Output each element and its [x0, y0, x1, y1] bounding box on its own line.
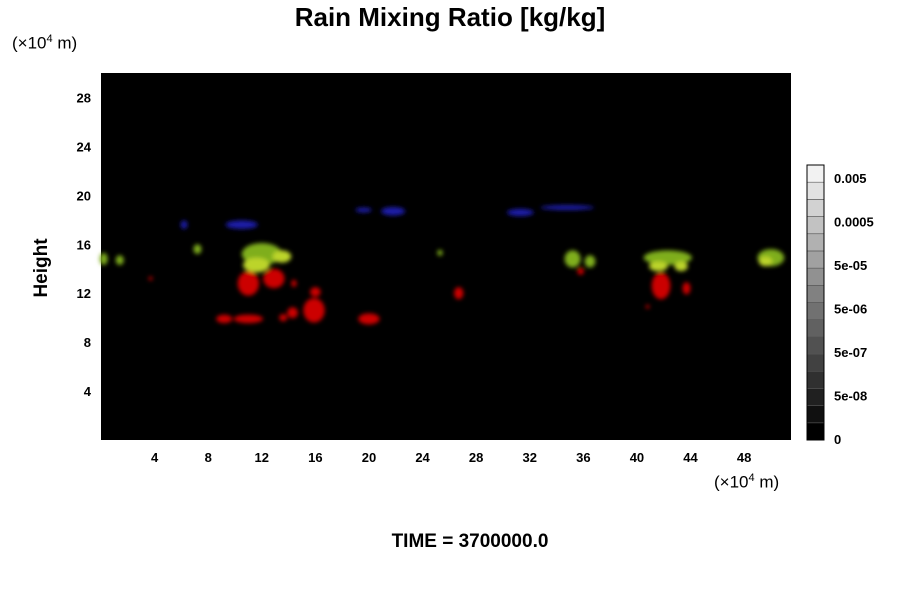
y-tick-label-2: 12	[77, 286, 91, 301]
rain-blob-23	[506, 208, 534, 217]
rain-blob-10	[263, 268, 285, 289]
rain-blob-12	[216, 314, 233, 324]
rain-blob-7	[243, 257, 270, 273]
rain-blob-29	[648, 261, 668, 272]
x-tick-label-4: 20	[362, 450, 376, 465]
x-tick-label-10: 44	[683, 450, 698, 465]
rain-blob-19	[355, 207, 372, 213]
rain-blob-4	[193, 244, 202, 255]
rain-blob-27	[577, 267, 585, 275]
chart-title: Rain Mixing Ratio [kg/kg]	[294, 2, 606, 32]
y-tick-label-3: 16	[77, 237, 91, 252]
x-tick-label-5: 24	[415, 450, 430, 465]
colorbar-label-0: 0.005	[834, 171, 867, 186]
colorbar-label-6: 0	[834, 432, 841, 447]
rain-blob-17	[310, 287, 321, 297]
rain-blob-0	[99, 252, 108, 266]
rain-blob-30	[674, 261, 688, 272]
colorbar-swatch-11	[806, 233, 825, 252]
rain-blob-11	[291, 279, 297, 288]
colorbar-swatch-14	[806, 181, 825, 200]
rain-blob-35	[758, 256, 773, 267]
colorbar-swatch-1	[806, 405, 825, 424]
x-unit-label: (×104 m)	[714, 472, 780, 492]
rain-blob-24	[540, 205, 595, 211]
colorbar-swatch-3	[806, 370, 825, 389]
colorbar-swatch-8	[806, 285, 825, 303]
colorbar-label-3: 5e-06	[834, 302, 867, 317]
time-label: TIME = 3700000.0	[391, 531, 549, 552]
rain-blob-5	[225, 220, 258, 229]
colorbar-label-4: 5e-07	[834, 345, 867, 360]
x-tick-label-0: 4	[151, 450, 159, 465]
rain-blob-8	[272, 250, 292, 263]
rain-blob-32	[682, 282, 691, 295]
rain-blobs	[99, 205, 785, 325]
rain-blob-2	[148, 276, 153, 281]
y-tick-label-5: 24	[77, 139, 92, 154]
rain-blob-16	[303, 298, 325, 323]
rain-blob-18	[358, 313, 380, 325]
rain-blob-25	[564, 250, 581, 268]
x-tick-label-9: 40	[630, 450, 644, 465]
colorbar-label-1: 0.0005	[834, 215, 874, 230]
colorbar-swatch-9	[806, 267, 825, 286]
x-tick-label-8: 36	[576, 450, 590, 465]
rain-blob-33	[645, 304, 650, 309]
colorbar-swatch-6	[806, 319, 825, 338]
rain-blob-13	[233, 314, 264, 324]
colorbar-swatch-2	[806, 388, 825, 406]
x-tick-label-3: 16	[308, 450, 322, 465]
colorbar-label-5: 5e-08	[834, 389, 867, 404]
rain-blob-15	[287, 307, 298, 319]
colorbar-outline	[806, 164, 825, 441]
x-tick-label-11: 48	[737, 450, 751, 465]
colorbar-swatch-15	[806, 164, 825, 183]
colorbar-swatch-13	[806, 199, 825, 217]
colorbar-label-2: 5e-05	[834, 258, 867, 273]
rain-blob-26	[584, 255, 596, 268]
x-tick-label-2: 12	[255, 450, 269, 465]
colorbar-swatch-4	[806, 353, 825, 372]
colorbar-swatch-0	[806, 422, 825, 441]
rain-blob-20	[381, 206, 406, 216]
x-tick-label-1: 8	[205, 450, 212, 465]
y-tick-labels: 4 8 12 16 20 24 28	[77, 90, 92, 399]
y-tick-label-0: 4	[84, 384, 92, 399]
rain-blob-22	[454, 287, 464, 300]
x-tick-labels: 4 8 12 16 20 24 28 32 36 40 44 48	[151, 450, 751, 465]
y-tick-label-1: 8	[84, 335, 91, 350]
colorbar-swatch-5	[806, 336, 825, 355]
rain-blob-28	[643, 250, 692, 266]
rain-blob-31	[651, 272, 671, 300]
rain-blob-14	[279, 313, 288, 322]
rain-blob-21	[437, 249, 443, 256]
colorbar-swatch-7	[806, 302, 825, 320]
rain-blob-9	[237, 271, 260, 296]
colorbar-swatch-10	[806, 250, 825, 269]
x-tick-label-6: 28	[469, 450, 483, 465]
y-tick-label-6: 28	[77, 90, 91, 105]
colorbar-swatch-12	[806, 216, 825, 235]
rain-blob-1	[115, 255, 124, 266]
y-tick-label-4: 20	[77, 188, 91, 203]
rain-blob-3	[180, 220, 188, 229]
colorbar: 0.005 0.0005 5e-05 5e-06 5e-07 5e-08 0	[806, 164, 874, 447]
x-tick-label-7: 32	[523, 450, 537, 465]
y-unit-label: (×104 m)	[12, 33, 78, 53]
